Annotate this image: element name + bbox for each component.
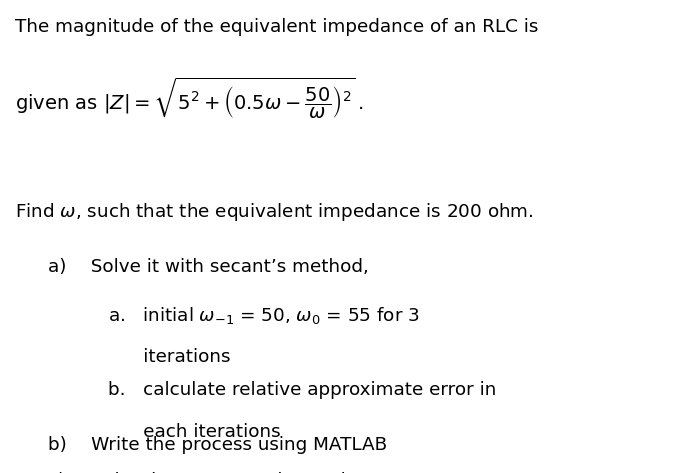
Text: a.   initial $\omega_{-1}$ = 50, $\omega_{0}$ = 55 for 3: a. initial $\omega_{-1}$ = 50, $\omega_{… (108, 305, 420, 326)
Text: b)  Write the process using MATLAB: b) Write the process using MATLAB (48, 436, 386, 454)
Text: given as $|Z| = \sqrt{5^{2} + \left(0.5\omega - \dfrac{50}{\omega}\right)^{2}}\,: given as $|Z| = \sqrt{5^{2} + \left(0.5\… (15, 76, 363, 121)
Text: b.   calculate relative approximate error in: b. calculate relative approximate error … (108, 381, 497, 399)
Text: iterations: iterations (108, 348, 231, 366)
Text: c)  Write the process using Python: c) Write the process using Python (48, 472, 375, 473)
Text: a)  Solve it with secant’s method,: a) Solve it with secant’s method, (48, 258, 368, 276)
Text: Find $\omega$, such that the equivalent impedance is 200 ohm.: Find $\omega$, such that the equivalent … (15, 201, 534, 223)
Text: The magnitude of the equivalent impedance of an RLC is: The magnitude of the equivalent impedanc… (15, 18, 539, 36)
Text: each iterations: each iterations (108, 423, 281, 441)
